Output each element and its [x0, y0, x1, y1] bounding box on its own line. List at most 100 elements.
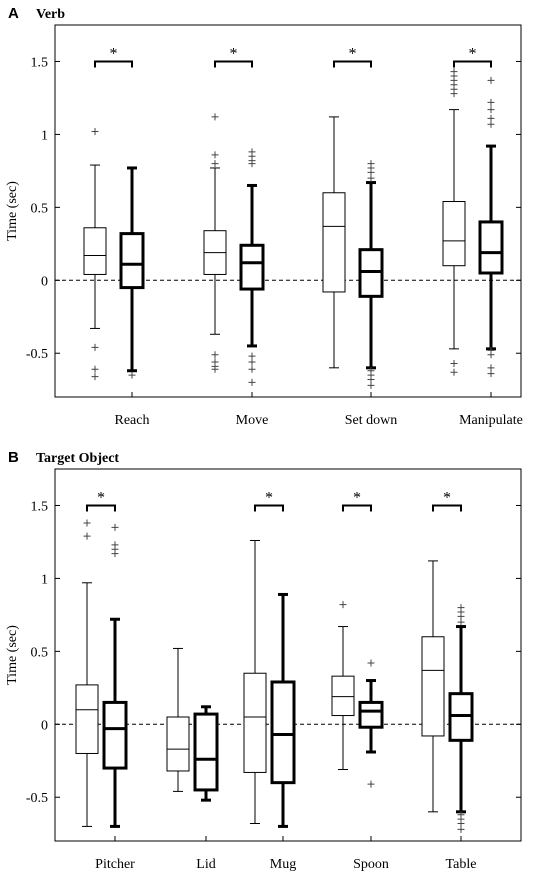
y-tick-label: 1: [41, 128, 48, 143]
outlier-point: [450, 368, 458, 376]
significance-bracket: [432, 504, 462, 512]
y-tick-label: -0.5: [26, 791, 48, 806]
box-group-3: * Spoon: [331, 489, 389, 872]
box-group-2: * Set down: [322, 45, 398, 428]
y-tick-label: 1: [41, 572, 48, 587]
outlier-point: [111, 523, 119, 531]
outlier-point: [367, 375, 375, 383]
significance-bracket: [254, 504, 284, 512]
outlier-point: [367, 659, 375, 667]
significance-star: *: [469, 45, 477, 62]
box-iqr: [75, 684, 99, 754]
outlier-point: [211, 113, 219, 121]
plot-frame: [54, 468, 522, 842]
outlier-point: [487, 120, 495, 128]
box-thick: [478, 76, 504, 378]
outlier-point: [211, 151, 219, 159]
box-thick: [102, 523, 128, 828]
outlier-point: [457, 825, 465, 833]
box-group-1: * Move: [203, 45, 269, 428]
x-tick-label: Table: [446, 857, 477, 872]
box-iqr: [243, 672, 267, 773]
box-thick: [270, 592, 296, 828]
box-group-3: * Manipulate: [442, 45, 523, 428]
outlier-point: [91, 365, 99, 373]
x-tick-label: Mug: [270, 857, 296, 872]
significance-bracket: [342, 504, 372, 512]
panel-a: A Verb Time (sec) -0.5 0 0.5 1 1.5 * Reach * Move * S…: [5, 5, 523, 428]
box-thick: [448, 604, 474, 833]
box-group-1: Lid: [166, 647, 219, 872]
box-iqr: [239, 243, 265, 291]
outlier-point: [457, 618, 465, 626]
y-tick-label: 0: [41, 274, 48, 289]
significance-star: *: [353, 489, 361, 506]
outlier-point: [487, 364, 495, 372]
significance-bracket: [86, 504, 116, 512]
outlier-point: [487, 76, 495, 84]
outlier-point: [211, 160, 219, 168]
box-thick: [239, 148, 265, 386]
outlier-point: [211, 351, 219, 359]
outlier-point: [248, 352, 256, 360]
outlier-point: [450, 90, 458, 98]
y-tick-label: 0.5: [31, 645, 49, 660]
outlier-point: [339, 601, 347, 609]
panel-b: B Target Object Time (sec) -0.5 0 0.5 1 1.5 * Pit…: [5, 449, 522, 872]
box-iqr: [358, 700, 384, 729]
box-thin: [322, 116, 346, 369]
box-iqr: [478, 220, 504, 275]
outlier-point: [367, 168, 375, 176]
panel-title: Target Object: [36, 451, 119, 466]
box-thin: [203, 113, 227, 373]
outlier-point: [487, 351, 495, 359]
y-tick-label: -0.5: [26, 347, 48, 362]
box-group-2: * Mug: [243, 489, 296, 872]
box-thin: [243, 539, 267, 824]
box-iqr: [166, 716, 190, 772]
y-axis-label: Time (sec): [5, 625, 20, 685]
x-tick-label: Spoon: [353, 857, 389, 872]
box-iqr: [322, 192, 346, 293]
outlier-point: [91, 373, 99, 381]
box-iqr: [442, 201, 466, 267]
box-thick: [358, 160, 384, 389]
panel-letter: B: [8, 449, 19, 466]
box-thin: [442, 68, 466, 376]
y-tick-label: 1.5: [31, 499, 49, 514]
significance-star: *: [230, 45, 238, 62]
significance-bracket: [94, 60, 133, 68]
outlier-point: [211, 365, 219, 373]
significance-star: *: [97, 489, 105, 506]
box-thin: [331, 601, 355, 771]
outlier-point: [367, 174, 375, 182]
significance-star: *: [110, 45, 118, 62]
significance-bracket: [453, 60, 492, 68]
outlier-point: [487, 370, 495, 378]
box-thick: [119, 166, 145, 379]
box-thin: [421, 560, 445, 813]
box-iqr: [331, 675, 355, 717]
box-iqr: [102, 700, 128, 770]
box-thin: [83, 127, 107, 381]
box-group-0: * Pitcher: [75, 489, 135, 872]
box-thin: [75, 519, 99, 827]
significance-star: *: [265, 489, 273, 506]
panel-letter: A: [8, 5, 19, 22]
outlier-point: [457, 612, 465, 620]
outlier-point: [248, 358, 256, 366]
y-tick-label: 0: [41, 718, 48, 733]
box-iqr: [119, 232, 145, 290]
x-tick-label: Set down: [345, 413, 398, 428]
box-iqr: [421, 636, 445, 737]
outlier-point: [367, 780, 375, 788]
outlier-point: [111, 550, 119, 558]
outlier-point: [457, 819, 465, 827]
box-iqr: [193, 712, 219, 792]
outlier-point: [367, 381, 375, 389]
x-tick-label: Move: [236, 413, 269, 428]
outlier-point: [450, 359, 458, 367]
significance-star: *: [443, 489, 451, 506]
y-axis-label: Time (sec): [5, 181, 20, 241]
